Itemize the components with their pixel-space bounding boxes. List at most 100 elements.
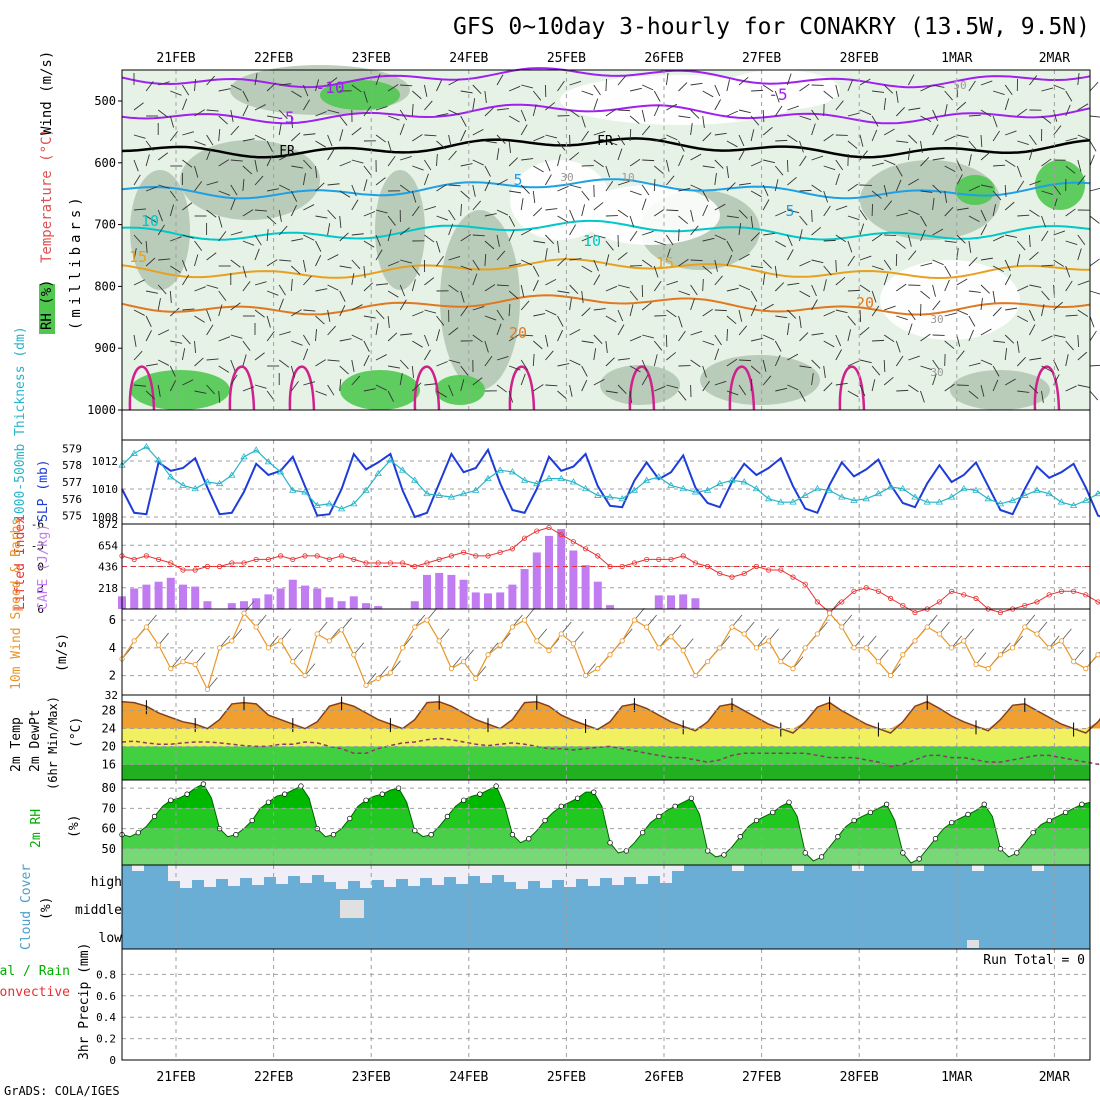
thickness-point	[886, 483, 895, 490]
wind-barb	[738, 109, 751, 114]
wind-barb	[375, 234, 381, 247]
wind10-point	[217, 645, 223, 651]
wind-barb	[399, 373, 403, 386]
wind-barb	[290, 190, 298, 202]
bottom-date-label-21feb: 21FEB	[156, 1070, 195, 1085]
cloud-high-gap	[792, 865, 804, 871]
li-point	[704, 563, 711, 570]
wind-barb	[1089, 258, 1100, 267]
rh2m-ytick-label: 50	[102, 842, 116, 856]
wind-barb	[859, 223, 865, 236]
wind-barb	[351, 184, 357, 197]
wind-barb	[726, 140, 738, 148]
wind-barb	[896, 212, 909, 217]
wind-barb	[557, 140, 566, 151]
wind-barb	[1016, 240, 1026, 251]
wind-barb	[714, 173, 717, 186]
wind-barb	[895, 90, 899, 103]
rh-band	[122, 848, 1090, 865]
wind-barb	[278, 225, 288, 236]
wind-barb	[230, 84, 242, 91]
cloud-high-gap	[468, 865, 480, 876]
contour-label-m5a: -5	[275, 108, 294, 127]
li-point	[509, 546, 516, 552]
wind-barb	[133, 309, 145, 316]
wind-barb	[907, 323, 913, 336]
wind-barb	[521, 334, 534, 337]
wind-barb	[751, 265, 764, 269]
wind-barb	[907, 148, 911, 161]
thickness-point	[862, 495, 870, 502]
wind-barb	[411, 190, 417, 203]
wind-barb	[702, 365, 707, 378]
rh-region	[1035, 160, 1085, 210]
wind-barb	[169, 307, 180, 317]
wind-barb	[920, 262, 933, 267]
wind-barb	[944, 383, 955, 392]
wind-barb	[629, 335, 642, 342]
wind-barb	[412, 165, 424, 171]
wind-barb	[847, 215, 860, 221]
wind-barb	[678, 258, 689, 267]
wind-barb	[424, 234, 435, 243]
wind10-barb	[670, 624, 682, 637]
wind-barb	[714, 348, 720, 361]
wind-barb	[242, 265, 247, 278]
bottom-date-label-27feb: 27FEB	[742, 1070, 781, 1085]
wind-barb	[315, 288, 328, 292]
rh-point	[574, 795, 581, 801]
wind10-point	[192, 661, 198, 668]
wind-barb	[763, 159, 775, 164]
wind-barb	[315, 111, 327, 117]
wind-barb	[545, 174, 552, 186]
cloud-high-gap	[336, 865, 348, 889]
wind-barb	[557, 154, 561, 167]
wind-barb	[532, 90, 542, 101]
li-point	[765, 567, 772, 573]
wind10-barb	[316, 621, 328, 635]
wind-barb	[351, 334, 363, 341]
wind-barb	[533, 384, 544, 392]
run-total-label: Run Total = 0	[983, 953, 1085, 968]
wind10-bottom-label: 32	[105, 689, 118, 702]
wind-barb	[1041, 335, 1053, 342]
wind-barb	[532, 104, 537, 117]
wind-barb	[799, 229, 803, 242]
li-point	[290, 556, 296, 563]
wind-barb	[714, 334, 722, 346]
wind-barb	[908, 309, 916, 321]
wind-barb	[266, 140, 273, 152]
wind-barb	[1089, 390, 1099, 401]
li-point	[326, 556, 332, 563]
wind10-axis-titles: 10m Wind Speed & Barbs (m/s)	[9, 518, 70, 690]
wind-barb	[387, 261, 400, 267]
thickness-point	[728, 476, 736, 483]
rh-point	[916, 856, 922, 862]
wind10-barb	[939, 621, 950, 635]
wind-barb	[206, 75, 215, 86]
wind-barb	[605, 357, 615, 367]
cloud-high-gap	[216, 865, 228, 879]
li-point	[997, 609, 1004, 616]
cape-bar	[252, 598, 261, 609]
li-point	[936, 599, 943, 605]
wind-barb	[242, 340, 251, 351]
isotherm-15	[121, 258, 1090, 280]
wind-barb	[157, 284, 167, 295]
wind-barb	[992, 235, 1005, 242]
wind-barb	[653, 90, 661, 102]
wind-barb	[1041, 190, 1054, 195]
wind-barb	[641, 374, 649, 386]
wind-barb	[448, 109, 460, 116]
wind-barb	[230, 374, 238, 386]
wind-barb	[375, 209, 388, 214]
dewpt2m-label: 2m DewPt	[28, 709, 43, 772]
wind-barb	[896, 389, 909, 392]
wind-barb	[496, 134, 506, 144]
wind-barb	[146, 290, 158, 294]
wind-barb	[726, 240, 734, 252]
wind-barb	[267, 188, 279, 192]
wind-barb	[1016, 165, 1022, 178]
wind10-barb	[524, 607, 535, 621]
wind-barb	[847, 255, 855, 267]
